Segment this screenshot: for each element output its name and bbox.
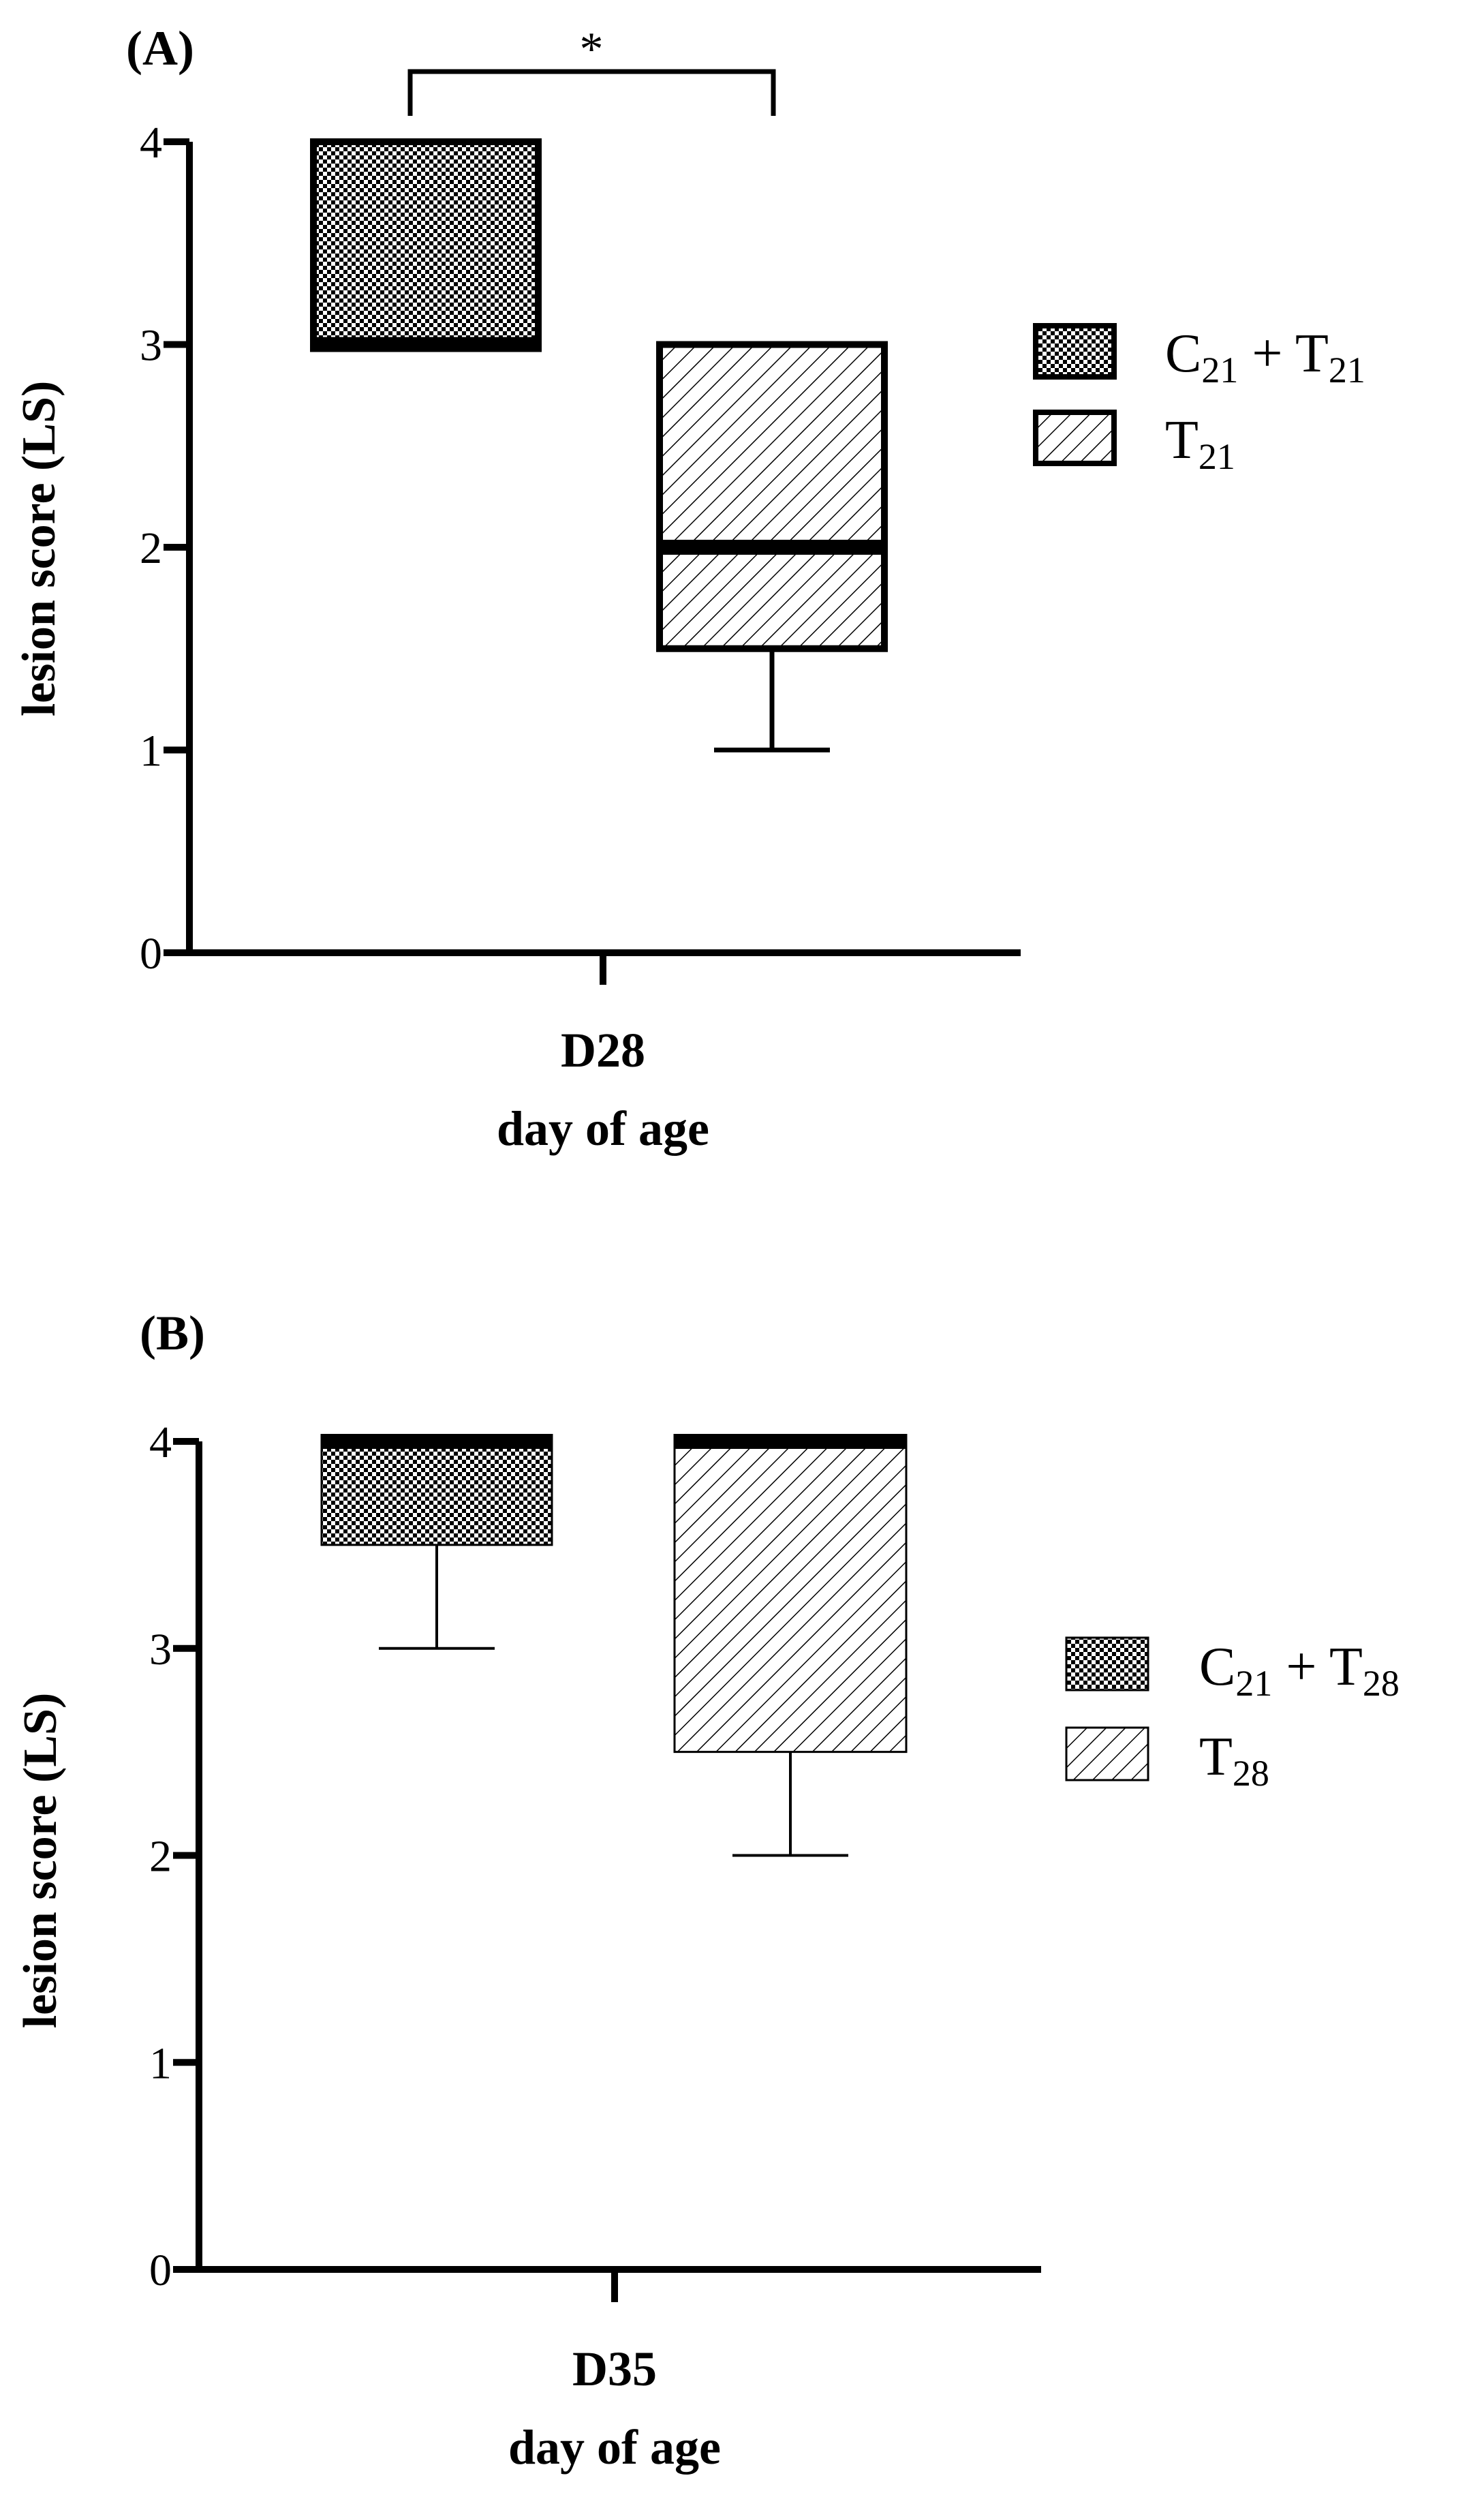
panel-b-x-tick-label: D35 (572, 2342, 657, 2396)
panel-a: (A) lesion score (LS) 0 1 2 3 4 * D28 day of… (13, 21, 1365, 1156)
panel-a-series-1-median (310, 337, 542, 352)
panel-b-series-1-median (320, 1434, 553, 1449)
panel-a-y-tick-label-3: 3 (140, 321, 162, 371)
panel-a-significance-bracket (407, 69, 776, 116)
panel-a-label: (A) (126, 21, 194, 76)
panel-a-x-axis-label: day of age (497, 1101, 709, 1156)
panel-a-boxes (310, 138, 888, 752)
panel-a-y-tick-label-0: 0 (140, 929, 162, 979)
panel-a-series-2-box (656, 341, 888, 652)
panel-a-legend-label-2: T21 (1165, 410, 1235, 477)
panel-b: (B) lesion score (LS) 0 1 2 3 4 D35 day of a… (14, 1306, 1400, 2475)
panel-b-boxes (320, 1434, 908, 1857)
panel-b-x-axis-label: day of age (508, 2420, 721, 2475)
panel-b-series-2-median (673, 1434, 908, 1449)
panel-b-legend: C21 + T28 T28 (1065, 1636, 1400, 1794)
panel-a-series-2-median (656, 540, 888, 555)
panel-b-legend-swatch-checker (1065, 1636, 1149, 1692)
panel-b-y-ticks: 0 1 2 3 4 (149, 1418, 199, 2295)
panel-a-legend-label-1: C21 + T21 (1165, 324, 1365, 391)
panel-b-y-axis-label: lesion score (LS) (14, 1693, 67, 2029)
panel-b-y-tick-label-2: 2 (149, 1832, 172, 1882)
panel-a-legend: C21 + T21 T21 (1033, 323, 1365, 477)
panel-b-label: (B) (140, 1306, 205, 1360)
panel-b-y-tick-label-0: 0 (149, 2246, 172, 2295)
panel-a-y-tick-label-4: 4 (140, 118, 162, 168)
panel-b-y-tick-label-3: 3 (149, 1625, 172, 1674)
panel-b-y-tick-label-4: 4 (149, 1418, 172, 1467)
panel-b-y-tick-label-1: 1 (149, 2038, 172, 2088)
panel-b-legend-label-1: C21 + T28 (1199, 1637, 1400, 1704)
panel-a-legend-swatch-hatch (1033, 410, 1117, 466)
panel-a-series-1-box (310, 138, 542, 348)
panel-a-significance-star: * (580, 23, 604, 76)
panel-a-x-tick-label: D28 (561, 1023, 645, 1077)
panel-a-y-tick-label-2: 2 (140, 523, 162, 573)
panel-a-y-ticks: 0 1 2 3 4 (140, 118, 189, 979)
panel-a-y-axis-label: lesion score (LS) (13, 381, 65, 717)
panel-a-y-tick-label-1: 1 (140, 726, 162, 776)
panel-b-legend-label-2: T28 (1199, 1727, 1269, 1794)
panel-b-series-1-box (320, 1440, 553, 1546)
panel-a-legend-swatch-checker (1033, 323, 1117, 380)
panel-b-legend-swatch-hatch (1065, 1726, 1149, 1781)
panel-b-series-2-box (673, 1440, 908, 1754)
